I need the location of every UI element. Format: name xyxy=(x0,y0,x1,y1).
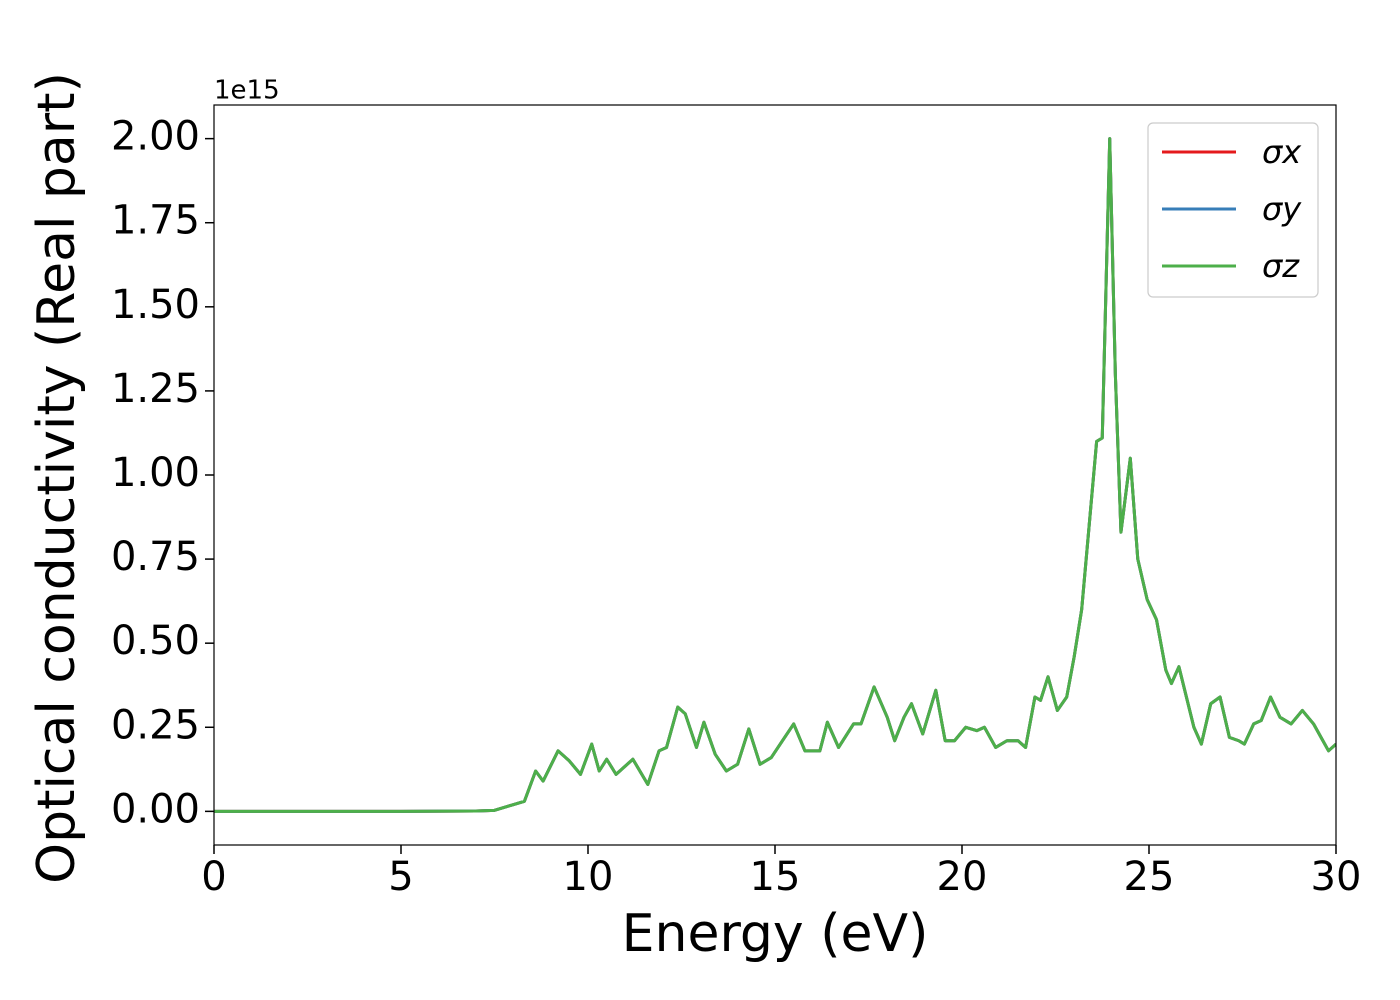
y-tick-label: 0.00 xyxy=(111,786,200,832)
x-tick-label: 0 xyxy=(201,854,226,900)
y-tick-label: 0.75 xyxy=(111,534,200,580)
y-tick-label: 0.25 xyxy=(111,702,200,748)
x-tick-label: 15 xyxy=(750,854,801,900)
series-line xyxy=(214,137,1336,813)
legend-label: σx xyxy=(1262,133,1302,171)
x-tick-label: 25 xyxy=(1124,854,1175,900)
legend-label: σy xyxy=(1262,190,1302,228)
x-tick-label: 5 xyxy=(388,854,413,900)
y-tick-label: 2.00 xyxy=(111,114,200,160)
y-axis-label: Optical conductivity (Real part) xyxy=(27,72,87,884)
y-offset-label: 1e15 xyxy=(214,76,280,106)
x-tick-label: 10 xyxy=(563,854,614,900)
y-tick-label: 1.00 xyxy=(111,450,200,496)
x-tick-label: 20 xyxy=(937,854,988,900)
x-tick-label: 30 xyxy=(1311,854,1362,900)
legend-label: σz xyxy=(1262,247,1300,285)
x-axis-label: Energy (eV) xyxy=(622,904,929,964)
y-tick-label: 1.75 xyxy=(111,198,200,244)
y-tick-label: 0.50 xyxy=(111,618,200,664)
plot-frame xyxy=(213,104,1337,846)
y-tick-label: 1.50 xyxy=(111,282,200,328)
y-tick-label: 1.25 xyxy=(111,366,200,412)
